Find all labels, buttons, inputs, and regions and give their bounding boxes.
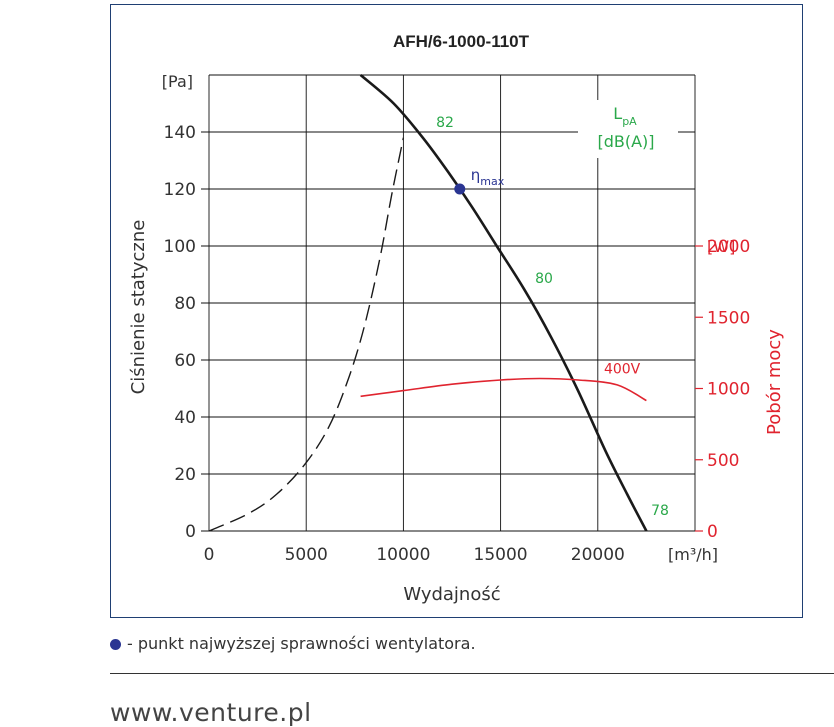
y-tick-label: 120 bbox=[164, 180, 196, 200]
x-tick-label: 0 bbox=[204, 545, 215, 565]
y-tick-label: 100 bbox=[164, 237, 196, 257]
y-tick-label: 0 bbox=[185, 522, 196, 542]
power-series-label: 400V bbox=[604, 361, 641, 377]
system-curve-line bbox=[208, 137, 405, 532]
y2-unit-label: [W] bbox=[707, 237, 735, 256]
y-axis-title: Ciśnienie statyczne bbox=[128, 220, 149, 395]
noise-legend-box bbox=[578, 100, 678, 158]
chart-frame bbox=[110, 4, 803, 618]
y2-tick-label: 1000 bbox=[707, 380, 750, 400]
noise-level-label: 80 bbox=[535, 271, 553, 287]
legend-note-text: - punkt najwyższej sprawności wentylator… bbox=[127, 634, 476, 653]
noise-legend-unit: [dB(A)] bbox=[597, 132, 654, 151]
y-tick-label: 140 bbox=[164, 123, 196, 143]
x-unit-label: [m³/h] bbox=[668, 545, 718, 564]
chart-title: AFH/6-1000-110T bbox=[393, 32, 530, 51]
eta-max-legend-dot bbox=[110, 639, 121, 650]
power-curve-400v-line bbox=[360, 377, 647, 402]
legend-note: - punkt najwyższej sprawności wentylator… bbox=[110, 634, 476, 653]
y-tick-label: 40 bbox=[174, 408, 196, 428]
x-tick-label: 5000 bbox=[285, 545, 328, 565]
x-tick-label: 15000 bbox=[474, 545, 528, 565]
y2-axis-title: Pobór mocy bbox=[764, 329, 785, 435]
y-unit-label: [Pa] bbox=[162, 72, 193, 91]
x-tick-label: 20000 bbox=[571, 545, 625, 565]
y2-tick-label: 1500 bbox=[707, 308, 750, 328]
y2-tick-label: 2000 bbox=[707, 237, 750, 257]
noise-level-label: 78 bbox=[651, 503, 669, 519]
y2-tick-label: 0 bbox=[707, 522, 718, 542]
footer-divider bbox=[110, 673, 834, 674]
fan-curve-line bbox=[359, 74, 648, 532]
y-tick-label: 80 bbox=[174, 294, 196, 314]
fan-performance-chart: AFH/6-1000-110T [Pa] [W] [m³/h] Wydajnoś… bbox=[128, 32, 785, 605]
noise-level-label: 82 bbox=[436, 115, 454, 131]
footer-url: www.venture.pl bbox=[110, 698, 312, 727]
x-tick-label: 10000 bbox=[376, 545, 430, 565]
y-tick-label: 60 bbox=[174, 351, 196, 371]
y-tick-label: 20 bbox=[174, 465, 196, 485]
eta-max-label: ηmax bbox=[471, 166, 505, 188]
y2-tick-label: 500 bbox=[707, 451, 739, 471]
x-axis-title: Wydajność bbox=[403, 584, 500, 605]
eta-max-point bbox=[454, 183, 466, 195]
